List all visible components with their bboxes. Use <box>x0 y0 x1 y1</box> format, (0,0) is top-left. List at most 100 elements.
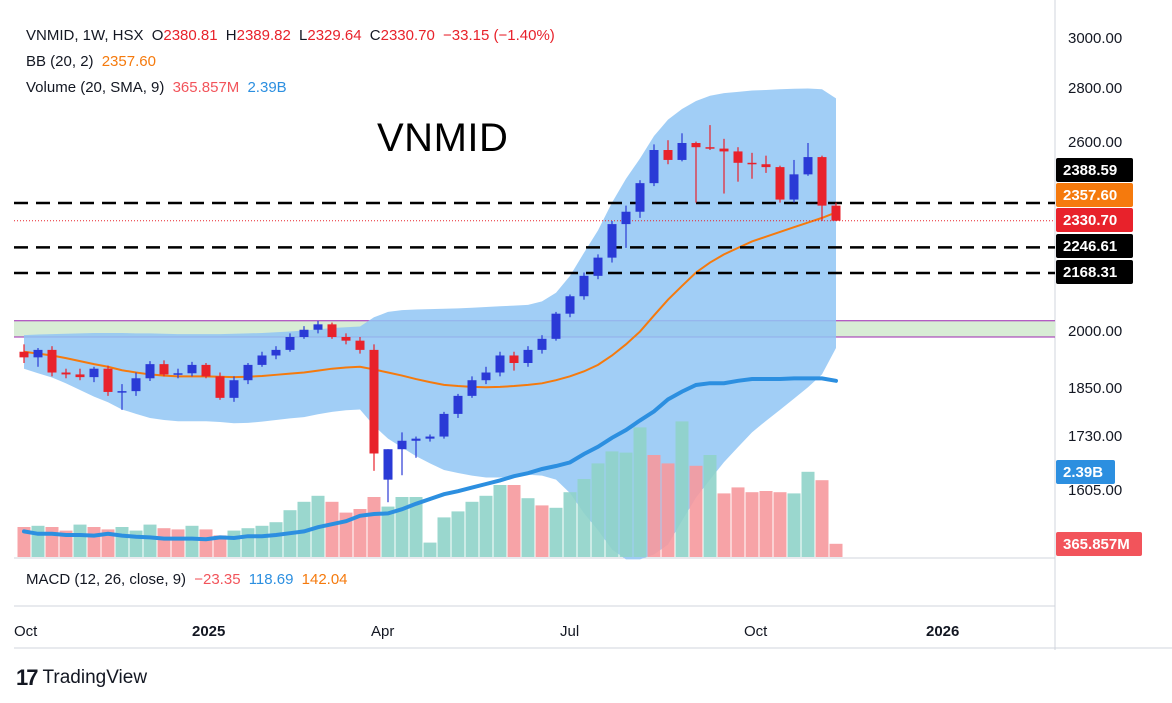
time-tick-label: Oct <box>744 623 768 640</box>
volume-bar <box>87 527 101 557</box>
macd-signal-value: 142.04 <box>301 571 348 588</box>
candle <box>117 384 127 410</box>
candle <box>369 344 379 471</box>
volume-bar <box>45 527 59 557</box>
price-axis[interactable]: 3000.00 2800.00 2600.00 2000.00 1850.00 1730.… <box>1068 30 1122 499</box>
macd-histogram-value: −23.35 <box>194 571 241 588</box>
horizontal-levels <box>14 201 1055 275</box>
candle <box>523 346 533 367</box>
volume-bar <box>325 501 339 557</box>
candle <box>61 368 71 379</box>
candle <box>33 348 43 367</box>
price-tick-label: 2800.00 <box>1068 80 1122 97</box>
volume-bar <box>689 465 703 557</box>
candle <box>257 351 267 367</box>
open-value: 2380.81 <box>163 27 218 44</box>
volume-bar <box>353 509 367 557</box>
candle <box>579 272 589 300</box>
candle <box>565 294 575 318</box>
price-tick-label: 2600.00 <box>1068 134 1122 151</box>
volume-bar <box>521 498 535 557</box>
candle <box>481 366 491 385</box>
volume-bar <box>647 455 661 557</box>
volume-bar <box>731 487 745 557</box>
macd-legend[interactable]: MACD (12, 26, close, 9) −23.35 118.69 14… <box>26 571 352 588</box>
volume-bar <box>563 492 577 557</box>
volume-sma-line <box>22 376 838 542</box>
bollinger-basis-line <box>23 211 837 389</box>
volume-sma-value: 2.39B <box>247 79 287 96</box>
volume-bar <box>423 542 437 557</box>
volume-bar <box>199 529 213 557</box>
candle <box>551 311 561 341</box>
time-tick-label: Jul <box>560 623 579 640</box>
tradingview-logo[interactable]: 17 TradingView <box>16 665 147 691</box>
price-badge: 2168.31 <box>1056 260 1133 284</box>
macd-label: MACD (12, 26, close, 9) <box>26 571 187 588</box>
candle <box>299 326 309 339</box>
close-label: C <box>369 27 381 44</box>
price-badge: 2.39B <box>1056 460 1115 484</box>
price-badge: 2330.70 <box>1056 208 1133 232</box>
volume-bar <box>535 505 549 557</box>
candle <box>635 180 645 218</box>
candle <box>327 322 337 339</box>
price-badge: 2246.61 <box>1056 234 1133 258</box>
time-axis[interactable]: Oct 2025 Apr Jul Oct 2026 <box>14 623 959 640</box>
candle <box>495 351 505 377</box>
price-badge-label: 2246.61 <box>1063 238 1117 255</box>
price-badge-label: 2330.70 <box>1063 212 1117 229</box>
volume-bar <box>675 421 689 557</box>
candle <box>803 142 813 176</box>
price-badge: 2388.59 <box>1056 158 1133 182</box>
symbol-legend[interactable]: VNMID, 1W, HSX O2380.81 H2389.82 L2329.6… <box>26 27 559 44</box>
candle <box>131 372 141 396</box>
candle <box>747 152 757 179</box>
candle <box>215 372 225 400</box>
volume-bar <box>241 528 255 557</box>
volume-bar <box>661 463 675 557</box>
volume-bar <box>479 495 493 557</box>
price-badge-label: 2.39B <box>1063 464 1103 481</box>
volume-bar <box>31 525 45 557</box>
candle <box>47 346 57 377</box>
candle <box>103 365 113 396</box>
price-tick-label: 1730.00 <box>1068 428 1122 445</box>
volume-bar <box>451 511 465 557</box>
candle <box>817 155 827 221</box>
price-badge-label: 365.857M <box>1063 536 1130 553</box>
volume-bar <box>549 507 563 557</box>
price-tick-label: 2000.00 <box>1068 323 1122 340</box>
bb-value: 2357.60 <box>101 53 156 70</box>
time-tick-label: 2026 <box>926 623 959 640</box>
high-value: 2389.82 <box>236 27 291 44</box>
volume-bar <box>59 530 73 557</box>
volume-bar <box>115 527 129 557</box>
volume-label: Volume (20, SMA, 9) <box>26 79 165 96</box>
volume-bar <box>367 497 381 557</box>
close-value: 2330.70 <box>380 27 435 44</box>
candle <box>145 361 155 381</box>
candle <box>341 333 351 345</box>
volume-bar <box>17 527 31 557</box>
time-tick-label: Oct <box>14 623 38 640</box>
candle <box>733 147 743 182</box>
volume-bar <box>101 529 115 557</box>
candle <box>775 165 785 203</box>
candle <box>383 449 393 503</box>
volume-legend[interactable]: Volume (20, SMA, 9) 365.857M 2.39B <box>26 79 291 96</box>
candle <box>621 205 631 248</box>
candle <box>691 141 701 203</box>
volume-bar <box>73 524 87 557</box>
chart-annotation: VNMID <box>377 116 509 160</box>
bb-legend[interactable]: BB (20, 2) 2357.60 <box>26 53 160 70</box>
volume-bar <box>227 530 241 557</box>
price-badge-label: 2357.60 <box>1063 187 1117 204</box>
tradingview-logo-icon: 17 <box>16 665 39 690</box>
candle <box>173 368 183 379</box>
candle <box>719 138 729 194</box>
candle <box>229 376 239 402</box>
candle <box>761 155 771 173</box>
candle <box>19 344 29 363</box>
